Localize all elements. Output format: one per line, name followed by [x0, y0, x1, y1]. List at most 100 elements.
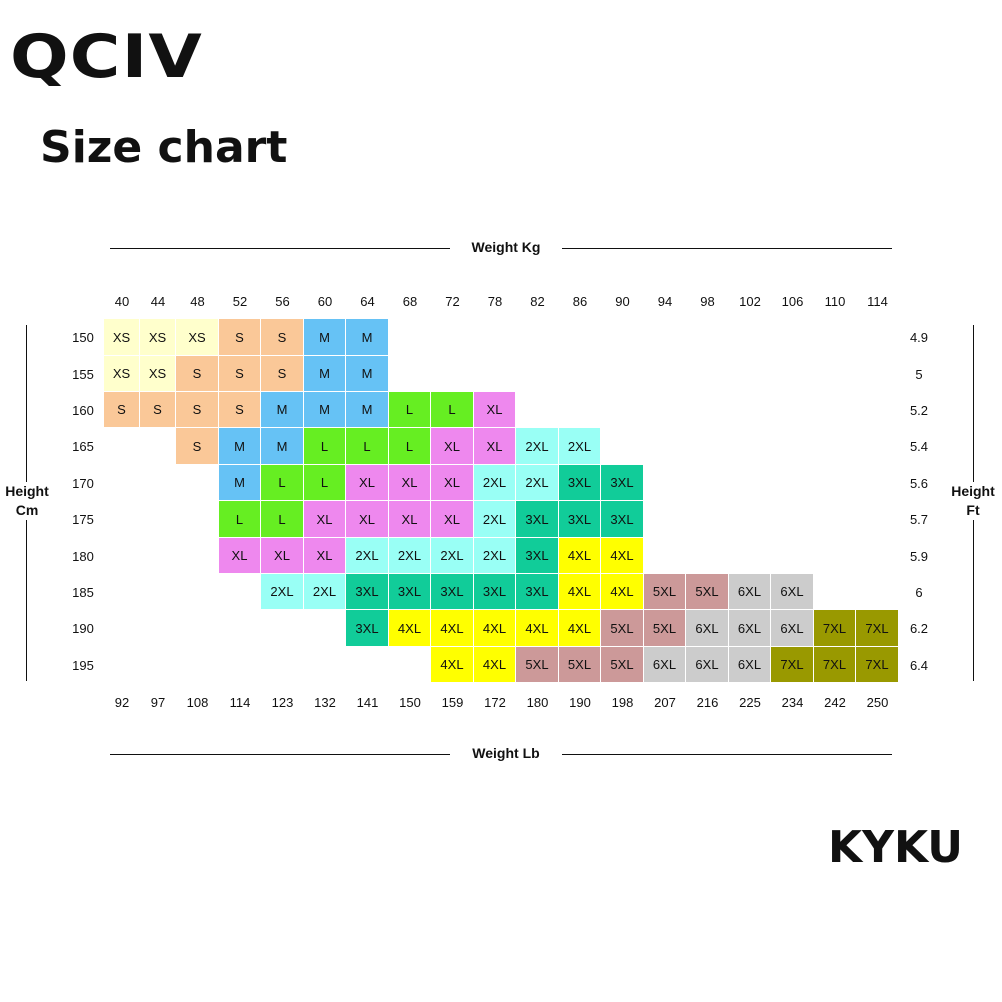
size-cell: S — [261, 319, 304, 356]
height-ft-tick: 5.9 — [909, 548, 929, 564]
size-cell: 3XL — [389, 574, 431, 610]
height-ft-tick: 6 — [915, 584, 923, 600]
size-cell: M — [304, 319, 346, 356]
weight-kg-tick: 48 — [190, 294, 205, 309]
brand-logo-top: QCIV — [10, 22, 203, 92]
bottom-axis-title: Weight Lb — [450, 745, 562, 761]
size-cell: M — [219, 428, 261, 465]
weight-lb-tick: 159 — [441, 695, 464, 710]
size-cell: XS — [140, 356, 176, 392]
size-cell: 5XL — [686, 574, 729, 610]
size-cell: 2XL — [389, 538, 431, 574]
size-cell: 5XL — [516, 647, 559, 683]
weight-lb-tick: 250 — [866, 695, 889, 710]
size-cell: 4XL — [516, 610, 559, 647]
height-ft-tick: 4.9 — [909, 330, 929, 345]
weight-kg-tick: 94 — [657, 294, 673, 309]
size-cell: 4XL — [559, 610, 601, 647]
weight-lb-tick: 198 — [611, 695, 634, 710]
size-cell: S — [176, 356, 219, 392]
weight-lb-tick: 123 — [271, 695, 294, 710]
weight-kg-tick: 78 — [487, 294, 503, 309]
weight-kg-tick: 40 — [114, 294, 130, 309]
size-cell: 6XL — [729, 647, 771, 683]
size-cell: 5XL — [601, 647, 644, 683]
weight-lb-tick: 190 — [569, 695, 591, 710]
height-cm-tick: 165 — [72, 439, 94, 454]
weight-kg-tick: 72 — [445, 294, 460, 309]
size-cell: 2XL — [346, 538, 389, 574]
size-cell: 4XL — [559, 538, 601, 574]
top-axis-title: Weight Kg — [450, 239, 562, 255]
weight-kg-tick: 102 — [739, 294, 761, 309]
weight-lb-tick: 97 — [150, 695, 166, 710]
weight-kg-tick: 44 — [150, 294, 166, 309]
size-cell: 3XL — [516, 501, 559, 538]
size-cell: 3XL — [474, 574, 516, 610]
size-cell: M — [261, 392, 304, 428]
weight-kg-tick: 52 — [232, 294, 248, 309]
size-cell: M — [346, 356, 389, 392]
height-ft-tick: 6.2 — [909, 621, 929, 636]
size-cell: L — [389, 428, 431, 465]
size-cell: 2XL — [431, 538, 474, 574]
size-cell: S — [140, 392, 176, 428]
size-cell: S — [219, 319, 261, 356]
height-cm-tick: 150 — [72, 330, 94, 345]
size-cell: 2XL — [474, 465, 516, 501]
size-cell: 2XL — [304, 574, 346, 610]
size-cell: 7XL — [814, 647, 856, 683]
weight-kg-tick: 98 — [700, 294, 715, 309]
size-cell: 4XL — [474, 610, 516, 647]
height-ft-tick: 5.2 — [909, 402, 929, 418]
height-cm-tick: 160 — [72, 402, 94, 418]
size-cell: 7XL — [814, 610, 856, 647]
size-cell: S — [176, 392, 219, 428]
size-cell: 2XL — [261, 574, 304, 610]
size-cell: 5XL — [644, 610, 686, 647]
size-cell: 2XL — [474, 538, 516, 574]
size-cell: S — [261, 356, 304, 392]
size-cell: 5XL — [601, 610, 644, 647]
size-cell: 7XL — [856, 610, 899, 647]
size-cell: 2XL — [516, 465, 559, 501]
size-cell: S — [219, 392, 261, 428]
size-cell: 3XL — [516, 538, 559, 574]
size-cell: 3XL — [559, 465, 601, 501]
size-cell: 5XL — [644, 574, 686, 610]
size-cell: L — [389, 392, 431, 428]
size-cell: XS — [104, 356, 140, 392]
weight-lb-tick: 114 — [229, 695, 251, 710]
size-cell: L — [431, 392, 474, 428]
size-cell: M — [304, 392, 346, 428]
size-cell: M — [219, 465, 261, 501]
size-cell: M — [346, 392, 389, 428]
size-cell: XS — [176, 319, 219, 356]
size-cell: M — [346, 319, 389, 356]
size-cell: 2XL — [559, 428, 601, 465]
size-cell: 6XL — [729, 610, 771, 647]
size-cell: L — [261, 465, 304, 501]
size-cell: XL — [261, 538, 304, 574]
size-cell: 6XL — [771, 574, 814, 610]
weight-kg-tick: 64 — [360, 294, 375, 309]
size-cell: 6XL — [729, 574, 771, 610]
size-cell: XS — [140, 319, 176, 356]
size-cell: XL — [389, 465, 431, 501]
size-cell: XL — [219, 538, 261, 574]
size-cell: XL — [474, 392, 516, 428]
size-cell: 2XL — [516, 428, 559, 465]
size-cell: S — [219, 356, 261, 392]
size-cell: S — [104, 392, 140, 428]
height-cm-tick: 190 — [72, 621, 94, 636]
left-axis-title-line2: Cm — [15, 502, 39, 518]
page-title: Size chart — [40, 122, 288, 173]
height-ft-tick: 6.4 — [909, 657, 929, 673]
height-cm-tick: 175 — [72, 512, 94, 527]
size-cell: 4XL — [601, 538, 644, 574]
weight-lb-tick: 216 — [696, 695, 719, 710]
height-cm-tick: 185 — [72, 584, 94, 600]
size-cell: L — [261, 501, 304, 538]
size-cell: 5XL — [559, 647, 601, 683]
size-cell: XS — [104, 319, 140, 356]
